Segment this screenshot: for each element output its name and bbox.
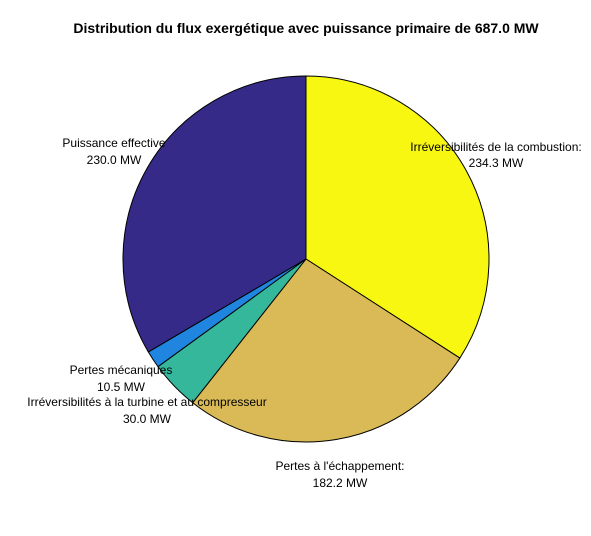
slice-label-name: Irréversibilités à la turbine et au comp… xyxy=(27,395,266,409)
label-irreversibilites-combustion: Irréversibilités de la combustion: 234.3… xyxy=(410,140,581,170)
label-pertes-echappement: Pertes à l'échappement: 182.2 MW xyxy=(275,459,404,490)
slice-label-name: Irréversibilités de la combustion: xyxy=(410,140,581,154)
label-puissance-effective: Puissance effective 230.0 MW xyxy=(62,136,165,167)
slice-label-value: 234.3 MW xyxy=(469,156,524,170)
pie-slice-pertes-echappement xyxy=(191,258,461,443)
slice-label-name: Puissance effective xyxy=(62,136,165,150)
chart-title: Distribution du flux exergétique avec pu… xyxy=(73,20,539,36)
slice-label-value: 30.0 MW xyxy=(123,412,172,426)
pie-slice-puissance-effective xyxy=(122,75,307,353)
slice-label-value: 230.0 MW xyxy=(87,153,142,167)
slice-label-name: Pertes à l'échappement: xyxy=(275,459,404,473)
pie-slices xyxy=(122,75,490,443)
slice-label-name: Pertes mécaniques xyxy=(70,363,173,377)
slice-label-value: 182.2 MW xyxy=(313,476,368,490)
label-pertes-mecaniques: Pertes mécaniques 10.5 MW xyxy=(70,363,173,394)
pie-slice-irreversibilites-combustion xyxy=(305,75,490,359)
slice-label-value: 10.5 MW xyxy=(97,380,146,394)
label-irreversibilites-turbine: Irréversibilités à la turbine et au comp… xyxy=(27,395,266,426)
